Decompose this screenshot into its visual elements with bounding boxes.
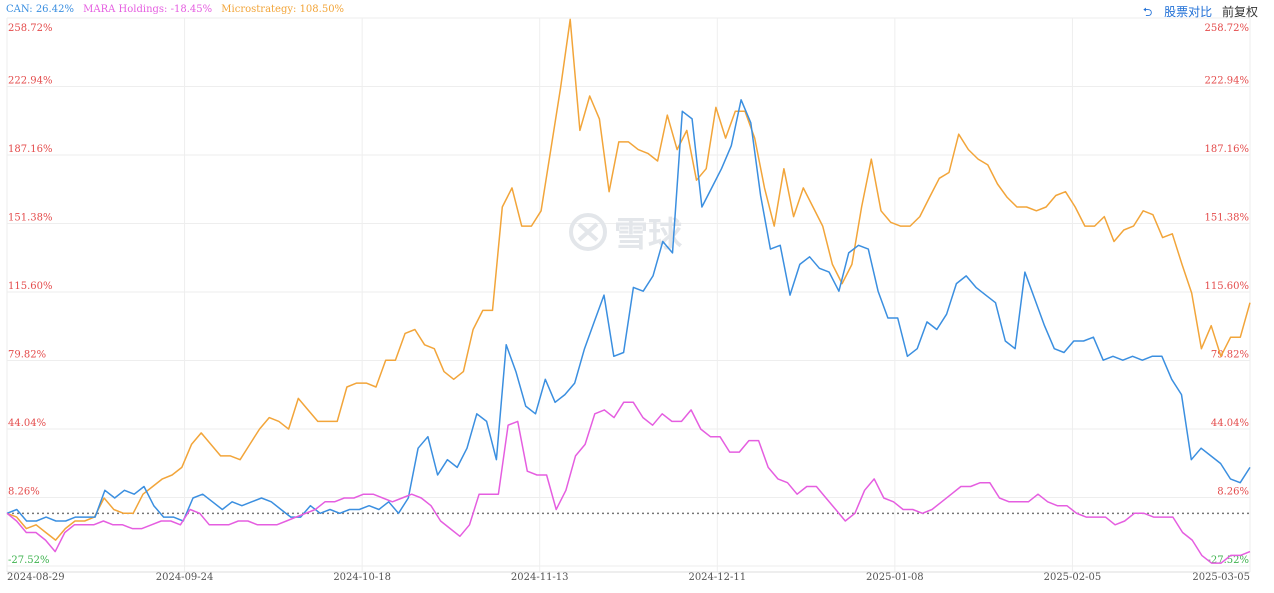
x-tick-label: 2024-09-24 <box>156 572 214 583</box>
y-tick-label-left: 8.26% <box>8 487 40 498</box>
y-tick-label-right: 115.60% <box>1205 281 1250 292</box>
stock-compare-button[interactable]: 股票对比 <box>1164 5 1213 19</box>
chart-controls: ⮌ 股票对比 前复权 <box>1143 3 1258 24</box>
x-tick-label: 2024-10-18 <box>333 572 391 583</box>
y-tick-label-right: 79.82% <box>1211 350 1249 361</box>
series-line-mara <box>6 401 1251 564</box>
watermark: 雪球 <box>569 213 683 255</box>
x-tick-label: 2025-02-05 <box>1044 572 1102 583</box>
x-tick-label: 2025-03-05 <box>1192 572 1250 583</box>
y-tick-label-left: 258.72% <box>8 23 53 34</box>
x-tick-label: 2025-01-08 <box>866 572 924 583</box>
legend-item-mara: MARA Holdings: -18.45% <box>83 4 213 15</box>
y-tick-label-right: -27.52% <box>1207 555 1249 566</box>
undo-arrow-icon[interactable]: ⮌ <box>1142 5 1153 19</box>
x-axis: 2024-08-29 2024-09-24 2024-10-18 2024-11-13… <box>7 571 1250 583</box>
snowball-logo-icon <box>569 213 607 251</box>
series-line-can <box>6 99 1251 522</box>
legend-item-can: CAN: 26.42% <box>6 4 74 15</box>
y-tick-label-left: 222.94% <box>8 76 53 87</box>
y-tick-label-right: 187.16% <box>1205 144 1250 155</box>
x-tick-label: 2024-12-11 <box>688 572 746 583</box>
y-tick-label-right: 222.94% <box>1205 76 1250 87</box>
y-axis-right: 258.72% 222.94% 187.16% 151.38% 115.60% 79.82… <box>1205 23 1250 566</box>
y-axis-left: 258.72% 222.94% 187.16% 151.38% 115.60% 79.82… <box>8 23 53 566</box>
series-lines <box>6 18 1251 564</box>
legend: CAN: 26.42% MARA Holdings: -18.45% Micro… <box>6 4 350 15</box>
adjustment-mode-button[interactable]: 前复权 <box>1221 5 1258 19</box>
y-tick-label-left: 44.04% <box>8 418 46 429</box>
watermark-text: 雪球 <box>614 215 683 255</box>
y-tick-label-right: 44.04% <box>1211 418 1249 429</box>
x-tick-label: 2024-08-29 <box>7 572 65 583</box>
y-tick-label-right: 8.26% <box>1217 487 1249 498</box>
y-tick-label-left: 151.38% <box>8 213 53 224</box>
grid-lines <box>6 17 1251 572</box>
y-tick-label-left: -27.52% <box>8 555 50 566</box>
y-tick-label-right: 258.72% <box>1205 23 1250 34</box>
y-tick-label-left: 79.82% <box>8 350 46 361</box>
y-tick-label-left: 187.16% <box>8 144 53 155</box>
series-line-mstr <box>6 18 1251 541</box>
y-tick-label-left: 115.60% <box>8 281 53 292</box>
y-tick-label-right: 151.38% <box>1205 213 1250 224</box>
x-tick-label: 2024-11-13 <box>511 572 569 583</box>
legend-item-mstr: Microstrategy: 108.50% <box>221 4 345 15</box>
